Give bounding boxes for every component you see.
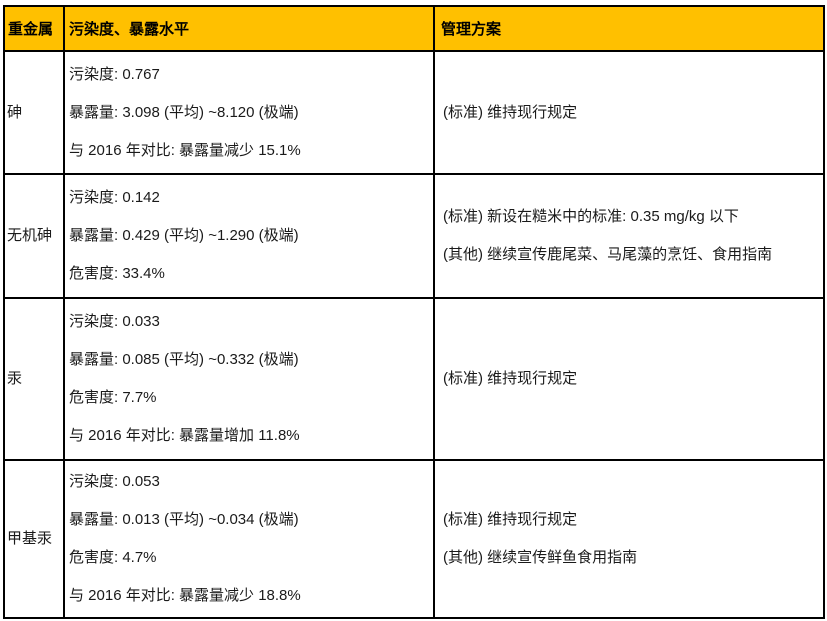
table-header-row: 重金属 污染度、暴露水平 管理方案	[3, 5, 825, 52]
mgmt-line: (标准) 维持现行规定	[443, 511, 578, 528]
table-row: 汞 污染度: 0.033 暴露量: 0.085 (平均) ~0.332 (极端)…	[3, 297, 825, 461]
mgmt-cell: (标准) 维持现行规定 (其他) 继续宣传鲜鱼食用指南	[433, 459, 825, 619]
table-row: 砷 污染度: 0.767 暴露量: 3.098 (平均) ~8.120 (极端)…	[3, 50, 825, 175]
level-line: 污染度: 0.767	[69, 65, 160, 83]
level-line: 暴露量: 0.013 (平均) ~0.034 (极端)	[69, 511, 299, 528]
header-mgmt: 管理方案	[433, 5, 825, 52]
mgmt-line: (标准) 维持现行规定	[443, 370, 578, 387]
header-metal: 重金属	[3, 5, 65, 52]
level-cell: 污染度: 0.053 暴露量: 0.013 (平均) ~0.034 (极端) 危…	[63, 459, 435, 619]
level-line: 危害度: 33.4%	[69, 265, 165, 282]
mgmt-line: (其他) 继续宣传鲜鱼食用指南	[443, 549, 638, 566]
level-cell: 污染度: 0.033 暴露量: 0.085 (平均) ~0.332 (极端) 危…	[63, 297, 435, 461]
level-cell: 污染度: 0.142 暴露量: 0.429 (平均) ~1.290 (极端) 危…	[63, 173, 435, 299]
level-line: 暴露量: 0.085 (平均) ~0.332 (极端)	[69, 351, 299, 368]
mgmt-cell: (标准) 维持现行规定	[433, 297, 825, 461]
metal-name: 无机砷	[3, 173, 65, 299]
mgmt-line: (标准) 新设在糙米中的标准: 0.35 mg/kg 以下	[443, 208, 739, 225]
metal-name: 甲基汞	[3, 459, 65, 619]
level-line: 与 2016 年对比: 暴露量增加 11.8%	[69, 427, 300, 444]
level-line: 危害度: 4.7%	[69, 549, 157, 566]
level-line: 与 2016 年对比: 暴露量减少 18.8%	[69, 587, 301, 604]
table-row: 甲基汞 污染度: 0.053 暴露量: 0.013 (平均) ~0.034 (极…	[3, 459, 825, 619]
level-line: 暴露量: 0.429 (平均) ~1.290 (极端)	[69, 227, 299, 244]
level-line: 危害度: 7.7%	[69, 389, 157, 406]
metal-name: 汞	[3, 297, 65, 461]
metal-name: 砷	[3, 50, 65, 175]
level-line: 暴露量: 3.098 (平均) ~8.120 (极端)	[69, 103, 299, 121]
level-line: 与 2016 年对比: 暴露量减少 15.1%	[69, 141, 301, 159]
level-line: 污染度: 0.053	[69, 473, 160, 490]
mgmt-cell: (标准) 维持现行规定	[433, 50, 825, 175]
level-line: 污染度: 0.033	[69, 313, 160, 330]
level-cell: 污染度: 0.767 暴露量: 3.098 (平均) ~8.120 (极端) 与…	[63, 50, 435, 175]
header-level: 污染度、暴露水平	[63, 5, 435, 52]
mgmt-cell: (标准) 新设在糙米中的标准: 0.35 mg/kg 以下 (其他) 继续宣传鹿…	[433, 173, 825, 299]
mgmt-line: (其他) 继续宣传鹿尾菜、马尾藻的烹饪、食用指南	[443, 246, 773, 263]
mgmt-line: (标准) 维持现行规定	[443, 103, 578, 121]
table-row: 无机砷 污染度: 0.142 暴露量: 0.429 (平均) ~1.290 (极…	[3, 173, 825, 299]
heavy-metal-table: 重金属 污染度、暴露水平 管理方案 砷 污染度: 0.767 暴露量: 3.09…	[3, 5, 825, 619]
level-line: 污染度: 0.142	[69, 189, 160, 206]
